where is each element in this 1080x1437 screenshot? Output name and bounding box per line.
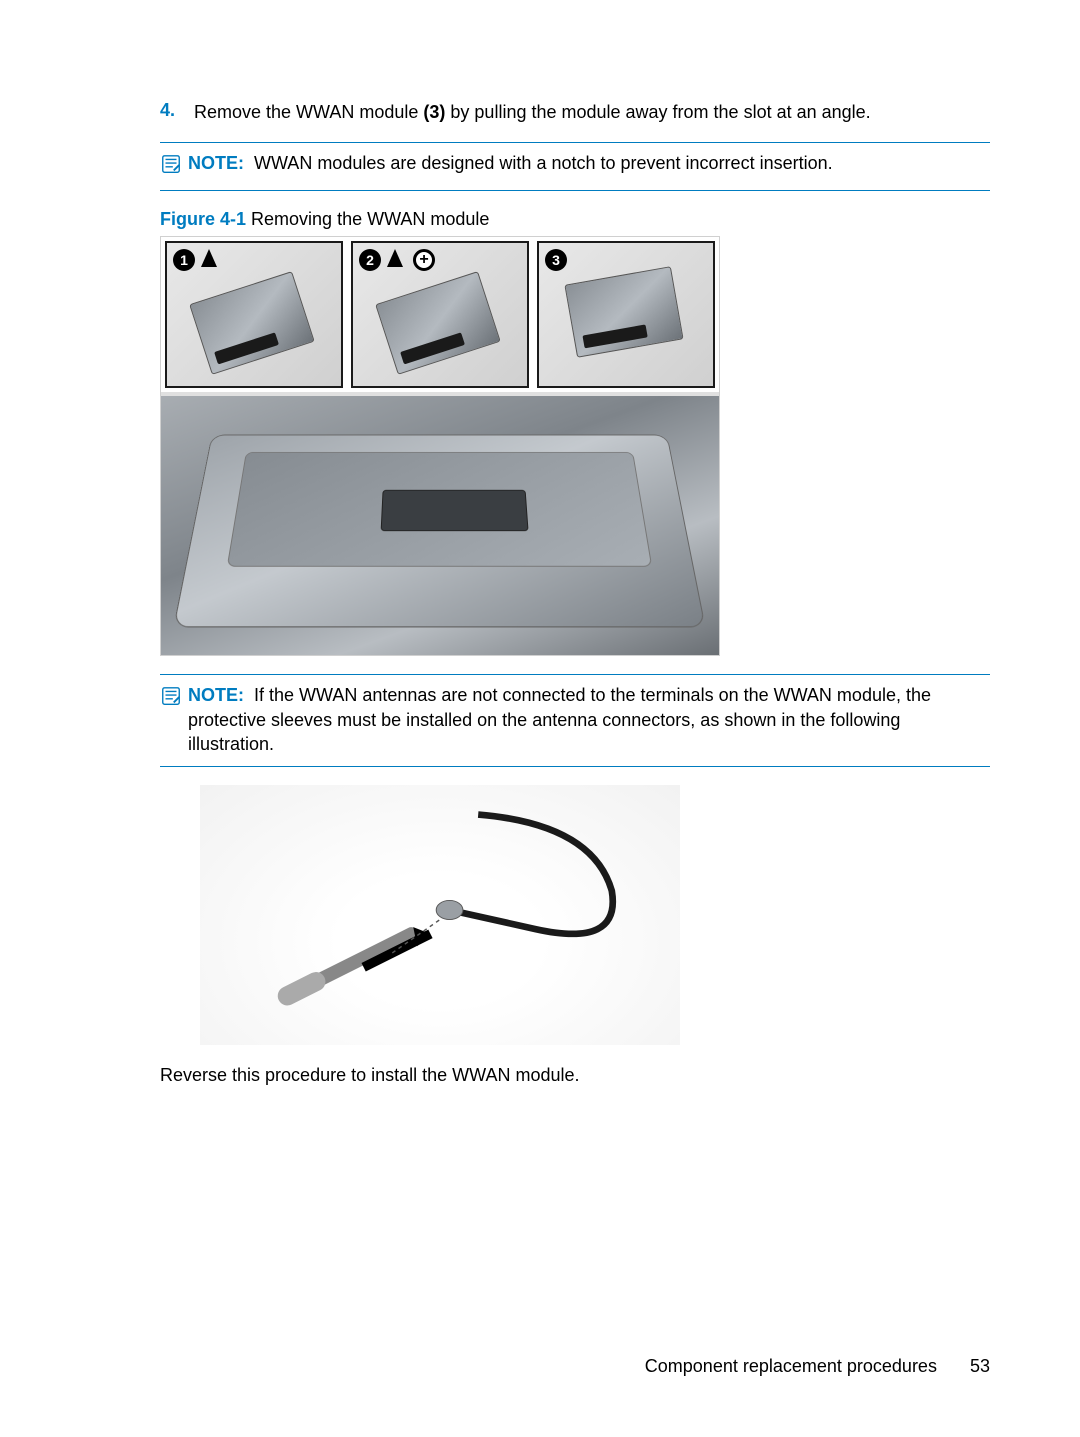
footer-section: Component replacement procedures <box>645 1356 937 1376</box>
figure-caption: Figure 4-1 Removing the WWAN module <box>160 209 990 230</box>
arrow-up-icon <box>387 249 403 267</box>
arrow-up-icon <box>201 249 217 267</box>
note-1-label: NOTE: <box>188 153 244 173</box>
footer-page-number: 53 <box>970 1356 990 1376</box>
note-icon <box>160 151 188 180</box>
figure-top-panels: 1 2 + 3 <box>161 237 719 396</box>
closing-text: Reverse this procedure to install the WW… <box>160 1065 990 1086</box>
figure-bottom-laptop <box>161 396 719 655</box>
wwan-module-mini <box>375 271 501 375</box>
page-footer: Component replacement procedures 53 <box>0 1356 990 1377</box>
step-text-after: by pulling the module away from the slot… <box>445 102 870 122</box>
step-number: 4. <box>160 100 194 124</box>
note-2-label: NOTE: <box>188 685 244 705</box>
step-text-before: Remove the WWAN module <box>194 102 423 122</box>
figure-panel-2: 2 + <box>351 241 529 388</box>
wwan-module-mini <box>565 266 684 358</box>
figure-caption-text: Removing the WWAN module <box>246 209 489 229</box>
figure-panel-3: 3 <box>537 241 715 388</box>
wwan-slot <box>381 490 529 531</box>
content-area: 4. Remove the WWAN module (3) by pulling… <box>160 100 990 1086</box>
figure-panel-1: 1 <box>165 241 343 388</box>
figure-4-1: 1 2 + 3 <box>160 236 720 656</box>
step-4: 4. Remove the WWAN module (3) by pulling… <box>160 100 990 124</box>
page: 4. Remove the WWAN module (3) by pulling… <box>0 0 1080 1437</box>
laptop-chassis <box>174 434 706 626</box>
antenna-sleeve-illustration <box>200 785 680 1045</box>
callout-1: 1 <box>173 249 195 271</box>
note-1: NOTE: WWAN modules are designed with a no… <box>160 142 990 191</box>
wwan-module-mini <box>189 271 315 375</box>
note-2: NOTE:If the WWAN antennas are not connec… <box>160 674 990 767</box>
plus-icon: + <box>413 249 435 271</box>
note-1-body: NOTE: WWAN modules are designed with a no… <box>188 151 990 180</box>
figure-label: Figure 4-1 <box>160 209 246 229</box>
note-2-body: NOTE:If the WWAN antennas are not connec… <box>188 683 990 756</box>
note-icon <box>160 683 188 756</box>
note-2-text: If the WWAN antennas are not connected t… <box>188 685 931 754</box>
step-callout-ref: (3) <box>423 102 445 122</box>
step-text: Remove the WWAN module (3) by pulling th… <box>194 100 990 124</box>
callout-3: 3 <box>545 249 567 271</box>
callout-2: 2 <box>359 249 381 271</box>
cable-drawing <box>240 805 640 1015</box>
note-1-text: WWAN modules are designed with a notch t… <box>254 153 833 173</box>
